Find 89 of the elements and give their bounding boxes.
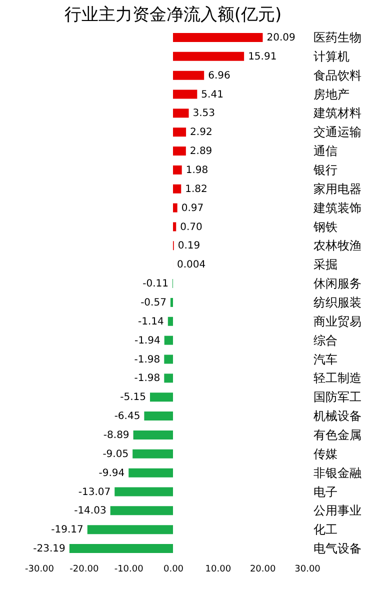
y-tick-label: 建筑材料 [312, 106, 362, 120]
y-tick-label: 建筑装饰 [312, 200, 362, 215]
x-tick-label: 0.00 [163, 564, 184, 574]
bar [173, 203, 178, 212]
data-label: -19.17 [51, 524, 84, 536]
y-tick-label: 房地产 [314, 87, 350, 102]
y-tick-label: 传媒 [314, 446, 338, 461]
y-tick-label: 计算机 [314, 49, 350, 64]
data-label: -6.45 [114, 411, 140, 422]
x-tick-label: 30.00 [294, 564, 321, 574]
data-label: -8.89 [103, 430, 130, 441]
bar [164, 374, 173, 383]
bar [110, 506, 173, 516]
bar [173, 165, 182, 174]
bar [144, 412, 173, 421]
y-tick-label: 银行 [312, 162, 338, 177]
y-tick-label: 公用事业 [314, 504, 362, 518]
x-tick-label: 10.00 [205, 564, 232, 574]
bar [69, 544, 173, 554]
y-tick-label: 农林牧渔 [314, 238, 362, 253]
data-label: -0.57 [140, 297, 166, 308]
bar [133, 430, 173, 440]
y-tick-label: 医药生物 [314, 30, 362, 44]
data-label: -5.15 [120, 392, 146, 404]
bar [173, 128, 186, 137]
y-tick-label: 电气设备 [314, 542, 362, 556]
bar [173, 52, 244, 61]
y-tick-label: 汽车 [314, 352, 338, 366]
y-tick-label: 化工 [314, 522, 338, 537]
data-label: -1.14 [138, 316, 164, 328]
data-label: -23.19 [33, 544, 66, 555]
data-label: -1.98 [134, 373, 160, 384]
data-label: -14.03 [74, 506, 106, 517]
bar [173, 184, 182, 194]
y-tick-label: 机械设备 [314, 409, 362, 424]
data-label: -9.05 [102, 448, 129, 460]
data-label: -1.94 [134, 335, 160, 346]
bar [170, 298, 173, 307]
data-label: 1.98 [186, 164, 208, 176]
y-tick-label: 轻工制造 [314, 371, 362, 386]
bar [173, 90, 198, 99]
bar [132, 449, 173, 458]
data-label: 2.92 [190, 127, 212, 138]
y-tick-label: 通信 [314, 144, 338, 158]
bar [173, 108, 189, 118]
bar [128, 468, 173, 478]
data-label: 0.97 [181, 202, 204, 214]
bar [164, 336, 173, 345]
bar [173, 222, 176, 232]
bar [173, 70, 204, 80]
y-tick-label: 采掘 [314, 258, 338, 272]
data-label: -9.94 [98, 468, 125, 479]
bar [87, 525, 173, 534]
data-label: 1.82 [185, 184, 208, 195]
data-label: 6.96 [208, 70, 230, 82]
data-label: 2.89 [190, 146, 212, 158]
data-label: 5.41 [201, 89, 224, 100]
data-label: 15.91 [248, 51, 277, 62]
y-tick-label: 休闲服务 [314, 276, 362, 291]
data-label: 0.19 [178, 240, 200, 252]
x-tick-label: -10.00 [114, 564, 144, 574]
y-tick-label: 非银金融 [314, 466, 362, 480]
bar [164, 354, 173, 364]
data-label: 3.53 [192, 108, 216, 120]
y-tick-label: 交通运输 [314, 125, 362, 140]
data-label: 0.70 [180, 222, 202, 233]
bar [150, 392, 173, 402]
y-tick-label: 钢铁 [312, 220, 338, 234]
data-label: -13.07 [78, 486, 111, 498]
x-tick-label: -20.00 [70, 564, 99, 574]
x-tick-label: -30.00 [24, 564, 54, 574]
chart-title: 行业主力资金净流入额(亿元) [64, 5, 282, 25]
data-label: 0.004 [177, 260, 206, 271]
bar [173, 32, 263, 42]
y-tick-label: 商业贸易 [314, 314, 362, 328]
y-tick-label: 纺织服装 [314, 295, 362, 310]
y-tick-label: 综合 [314, 333, 338, 348]
bar [114, 487, 173, 496]
y-tick-label: 食品饮料 [314, 68, 362, 82]
x-tick-label: 20.00 [250, 564, 276, 574]
y-tick-label: 家用电器 [314, 182, 362, 196]
data-label: -1.98 [134, 354, 160, 366]
y-tick-label: 国防军工 [314, 390, 362, 404]
data-label: 20.09 [266, 32, 296, 44]
bar [168, 316, 173, 326]
data-label: -0.11 [142, 278, 169, 290]
y-tick-label: 有色金属 [314, 428, 362, 442]
bar [173, 146, 186, 156]
y-tick-label: 电子 [314, 484, 338, 499]
